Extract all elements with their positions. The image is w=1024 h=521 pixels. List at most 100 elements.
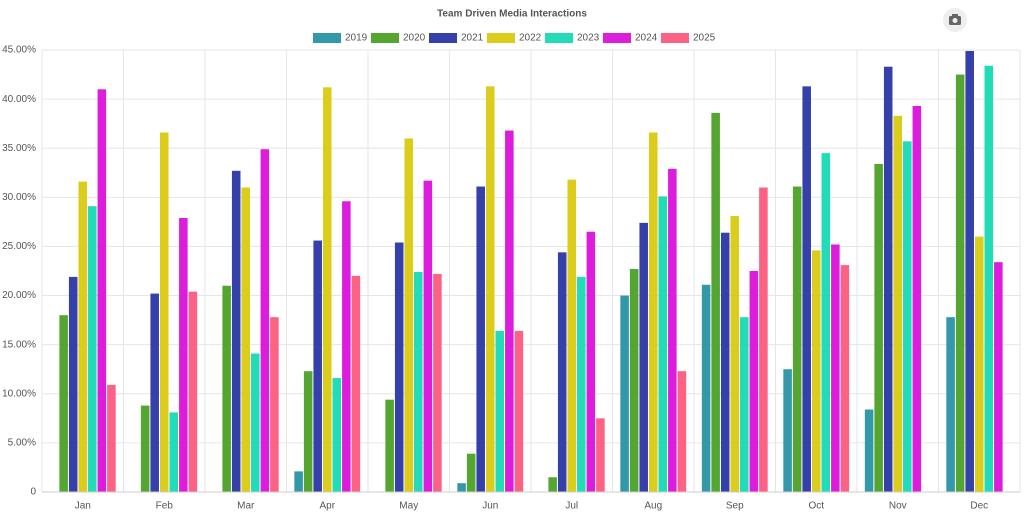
bar xyxy=(150,293,159,492)
x-tick-label: Aug xyxy=(644,501,662,512)
bar xyxy=(567,179,577,493)
bar xyxy=(946,317,955,492)
bar xyxy=(749,271,759,492)
bar xyxy=(351,275,361,492)
bar xyxy=(668,168,677,493)
y-tick-label: 35.00% xyxy=(2,143,36,154)
bar xyxy=(965,50,974,492)
bar xyxy=(457,483,466,492)
bar xyxy=(169,412,179,492)
bar xyxy=(394,242,404,492)
bar xyxy=(140,405,150,492)
legend-label: 2021 xyxy=(461,33,484,44)
bar xyxy=(97,89,107,493)
bar xyxy=(260,149,270,492)
bar xyxy=(385,399,394,492)
bar xyxy=(342,201,351,493)
bar xyxy=(711,112,720,493)
bar xyxy=(495,330,505,492)
bar xyxy=(893,115,903,492)
x-tick-label: Sep xyxy=(726,501,744,512)
legend-label: 2025 xyxy=(693,33,716,44)
legend-swatch xyxy=(603,33,631,43)
legend-label: 2022 xyxy=(519,33,542,44)
y-tick-label: 25.00% xyxy=(2,241,36,252)
bar xyxy=(677,371,687,492)
y-tick-label: 10.00% xyxy=(2,388,36,399)
bar xyxy=(313,240,322,492)
legend-swatch xyxy=(661,33,689,43)
legend-swatch xyxy=(545,33,573,43)
bar xyxy=(740,317,749,492)
bar xyxy=(821,153,831,492)
bar xyxy=(974,236,984,492)
bar xyxy=(629,269,639,492)
bar xyxy=(596,418,605,492)
bar xyxy=(159,132,169,493)
bar xyxy=(792,186,802,493)
bar xyxy=(270,317,279,492)
legend-label: 2024 xyxy=(635,33,658,44)
legend-swatch xyxy=(313,33,341,43)
bar xyxy=(701,284,711,492)
x-tick-label: Jan xyxy=(75,501,91,512)
legend-swatch xyxy=(487,33,515,43)
bar xyxy=(811,250,821,492)
bar xyxy=(88,206,97,492)
x-tick-label: Jul xyxy=(565,501,578,512)
bar xyxy=(505,130,514,492)
bar xyxy=(730,215,740,493)
legend-label: 2023 xyxy=(577,33,600,44)
legend-swatch xyxy=(371,33,399,43)
y-tick-label: 40.00% xyxy=(2,94,36,105)
bar xyxy=(179,217,188,492)
bar xyxy=(485,86,495,492)
y-tick-label: 20.00% xyxy=(2,290,36,301)
bar xyxy=(466,453,476,492)
bar xyxy=(414,271,423,492)
bar xyxy=(68,276,78,492)
camera-button[interactable] xyxy=(943,8,967,32)
bar xyxy=(586,231,596,492)
bar xyxy=(433,273,442,492)
bar xyxy=(955,74,965,493)
bar xyxy=(840,265,850,492)
bar xyxy=(720,232,730,492)
bar xyxy=(59,315,68,492)
bar xyxy=(577,276,586,492)
bar xyxy=(514,330,524,492)
x-tick-label: Dec xyxy=(970,501,988,512)
bar xyxy=(322,87,332,492)
bar xyxy=(222,285,231,492)
bar xyxy=(802,86,811,492)
x-tick-label: Nov xyxy=(889,501,907,512)
bar xyxy=(864,409,874,492)
bar xyxy=(658,196,668,492)
bar xyxy=(639,222,648,493)
bar xyxy=(476,186,485,493)
bar xyxy=(883,66,893,492)
bar xyxy=(188,291,198,492)
bar xyxy=(557,252,567,492)
y-tick-label: 15.00% xyxy=(2,339,36,350)
bar xyxy=(648,132,658,493)
x-tick-label: May xyxy=(399,501,418,512)
bar xyxy=(783,369,792,492)
bar xyxy=(78,181,88,492)
bar xyxy=(303,371,313,492)
bar xyxy=(404,138,414,492)
bar xyxy=(548,477,557,492)
bar xyxy=(831,244,840,492)
bar xyxy=(423,180,433,492)
bar xyxy=(294,471,303,492)
x-tick-label: Apr xyxy=(319,501,335,512)
y-tick-label: 5.00% xyxy=(8,438,36,449)
bar xyxy=(903,141,912,492)
bar xyxy=(759,187,768,492)
legend-label: 2019 xyxy=(345,33,368,44)
x-tick-label: Feb xyxy=(156,501,174,512)
bar xyxy=(332,378,342,492)
bar xyxy=(874,163,883,492)
bar xyxy=(241,187,251,492)
